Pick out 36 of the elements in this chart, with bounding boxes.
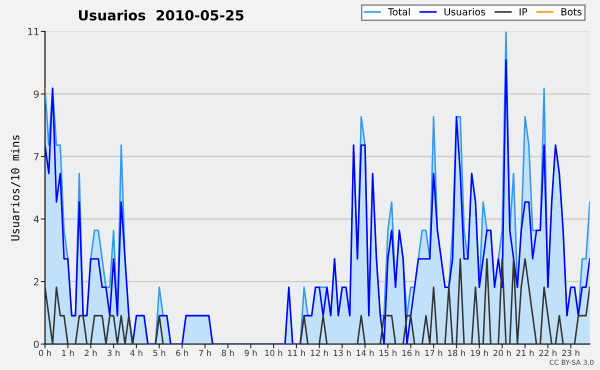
x-tick-label: 15 h <box>380 350 396 356</box>
y-tick-label: 2 <box>34 278 38 286</box>
x-tick-label: 11 h <box>288 350 306 356</box>
x-tick-label: 13 h <box>334 350 351 356</box>
x-tick-label: 12 h <box>310 350 328 356</box>
x-tick-label: 16 h <box>402 350 420 356</box>
legend-label: Usuarios <box>444 8 486 16</box>
legend-label: Bots <box>561 8 582 16</box>
y-tick-label: 9 <box>34 90 39 98</box>
y-axis-title: Usuarios/10 mins <box>10 135 20 240</box>
x-tick-label: 2 h <box>84 350 97 356</box>
x-tick-label: 8 h <box>222 350 234 356</box>
x-tick-label: 17 h <box>425 350 442 356</box>
x-tick-label: 22 h <box>539 350 556 356</box>
x-tick-label: 7 h <box>199 350 211 356</box>
legend-label: Total <box>388 8 410 16</box>
x-tick-label: 9 h <box>244 350 257 356</box>
x-tick-label: 21 h <box>516 350 534 356</box>
x-tick-label: 3 h <box>108 350 120 356</box>
chart-title: Usuarios 2010-05-25 <box>78 10 244 21</box>
x-tick-label: 6 h <box>176 350 188 356</box>
x-tick-label: 1 h <box>62 350 74 356</box>
y-tick-label: 4 <box>34 216 39 223</box>
x-tick-label: 5 h <box>153 350 166 356</box>
y-tick-label: 11 <box>28 28 39 36</box>
x-tick-label: 0 h <box>38 350 51 356</box>
y-tick-label: 0 <box>34 340 39 348</box>
x-tick-label: 10 h <box>265 350 282 356</box>
x-tick-label: 4 h <box>130 350 142 356</box>
x-tick-label: 14 h <box>356 350 374 356</box>
x-tick-label: 19 h <box>470 350 488 356</box>
legend-label: IP <box>520 8 528 16</box>
x-tick-label: 18 h <box>448 350 466 356</box>
y-tick-label: 7 <box>34 153 39 160</box>
x-tick-label: 23 h <box>562 350 580 356</box>
x-tick-label: 20 h <box>494 350 511 356</box>
